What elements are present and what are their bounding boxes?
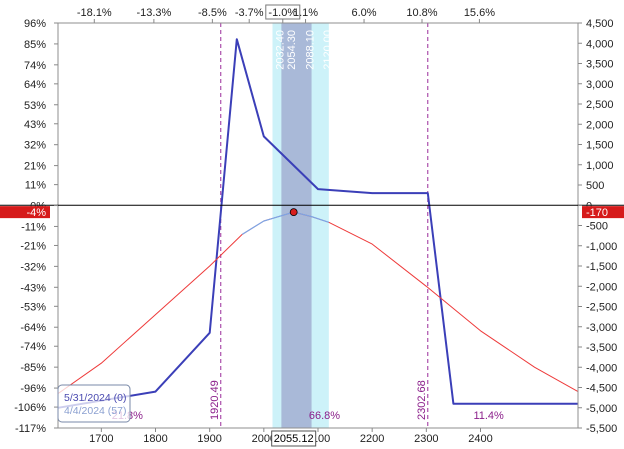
top-tick-label: -13.3% <box>136 7 171 19</box>
right-tick-label: 500 <box>586 180 604 192</box>
left-tick-label: -43% <box>20 282 46 294</box>
current-price-box <box>271 430 317 447</box>
std-dev-label: 2120.00 <box>322 30 334 70</box>
current-price-marker[interactable] <box>289 208 298 217</box>
top-tick-label: -3.7% <box>235 7 264 19</box>
top-tick-label: 6.0% <box>352 7 377 19</box>
right-tick-label: 4,000 <box>586 38 614 50</box>
std-dev-label: 2088.10 <box>305 30 317 70</box>
right-tick-label: -1,500 <box>586 261 617 273</box>
left-pl-flag <box>0 206 50 219</box>
legend-entry: 4/4/2024 (57) <box>64 405 126 417</box>
left-tick-label: 96% <box>24 18 46 30</box>
right-tick-label: -4,500 <box>586 383 617 395</box>
left-tick-label: 53% <box>24 100 46 112</box>
top-tick-label: 1.1% <box>293 7 318 19</box>
left-tick-label: 64% <box>24 79 46 91</box>
right-tick-label: -4,000 <box>586 362 617 374</box>
today-pl-highlight <box>241 211 329 235</box>
right-tick-label: -5,000 <box>586 403 617 415</box>
current-pct-box <box>265 4 301 20</box>
right-tick-label: 1,500 <box>586 140 614 152</box>
std-dev-band <box>281 23 312 428</box>
right-pl-flag-label: -170 <box>586 207 608 219</box>
bottom-tick-label: 1800 <box>143 433 167 445</box>
left-tick-label: -64% <box>20 322 46 334</box>
bottom-tick-label: 1700 <box>89 433 113 445</box>
current-price-label: 2055.12 <box>274 433 314 445</box>
bottom-tick-label: 2200 <box>360 433 384 445</box>
left-tick-label: -117% <box>15 423 46 435</box>
legend-entry: 5/31/2024 (0) <box>64 392 126 404</box>
right-tick-label: 4,500 <box>586 18 614 30</box>
right-tick-label: -3,500 <box>586 342 617 354</box>
right-tick-label: -3,000 <box>586 322 617 334</box>
top-tick-label: 15.6% <box>464 7 495 19</box>
top-tick-label: 10.8% <box>406 7 437 19</box>
right-tick-label: 2,500 <box>586 99 614 111</box>
left-tick-label: -21% <box>20 240 46 252</box>
right-tick-label: -1,000 <box>586 241 617 253</box>
left-tick-label: 74% <box>24 60 46 72</box>
top-tick-label: -1.0% <box>268 7 297 19</box>
right-tick-label: 1,000 <box>586 160 614 172</box>
left-tick-label: -53% <box>20 301 46 313</box>
left-tick-label: -11% <box>21 221 46 233</box>
top-tick-label: -18.1% <box>77 7 112 19</box>
legend-box[interactable] <box>57 384 131 423</box>
probability-label: 11.4% <box>473 410 504 422</box>
left-tick-label: -96% <box>20 383 46 395</box>
top-tick-label: -8.5% <box>198 7 227 19</box>
right-tick-label: -2,500 <box>586 302 617 314</box>
right-tick-label: 3,500 <box>586 59 614 71</box>
bottom-tick-label: 1900 <box>197 433 221 445</box>
probability-label: 66.8% <box>309 410 340 422</box>
right-tick-label: -500 <box>586 221 608 233</box>
right-pl-flag <box>582 206 624 219</box>
left-tick-label: -106% <box>14 402 46 414</box>
right-tick-label: 3,000 <box>586 79 614 91</box>
left-tick-label: 11% <box>25 180 46 192</box>
bottom-tick-label: 2300 <box>414 433 438 445</box>
left-tick-label: 21% <box>24 161 46 173</box>
left-tick-label: 32% <box>24 140 46 152</box>
right-tick-label: 2,000 <box>586 119 614 131</box>
std-dev-label: 2032.40 <box>274 30 286 70</box>
breakeven-label: 1920.49 <box>209 380 221 420</box>
std-dev-label: 2054.30 <box>286 30 298 70</box>
left-pl-flag-label: -4% <box>26 207 46 219</box>
left-tick-label: -85% <box>20 362 46 374</box>
left-tick-label: 85% <box>24 39 46 51</box>
left-tick-label: 43% <box>24 119 46 131</box>
bottom-tick-label: 2400 <box>468 433 492 445</box>
right-tick-label: -5,500 <box>586 423 617 435</box>
bottom-tick-label: 2000 <box>252 433 276 445</box>
left-tick-label: -74% <box>20 341 46 353</box>
breakeven-label: 2302.68 <box>416 380 428 420</box>
right-tick-label: -2,000 <box>586 281 617 293</box>
left-tick-label: -32% <box>20 261 46 273</box>
